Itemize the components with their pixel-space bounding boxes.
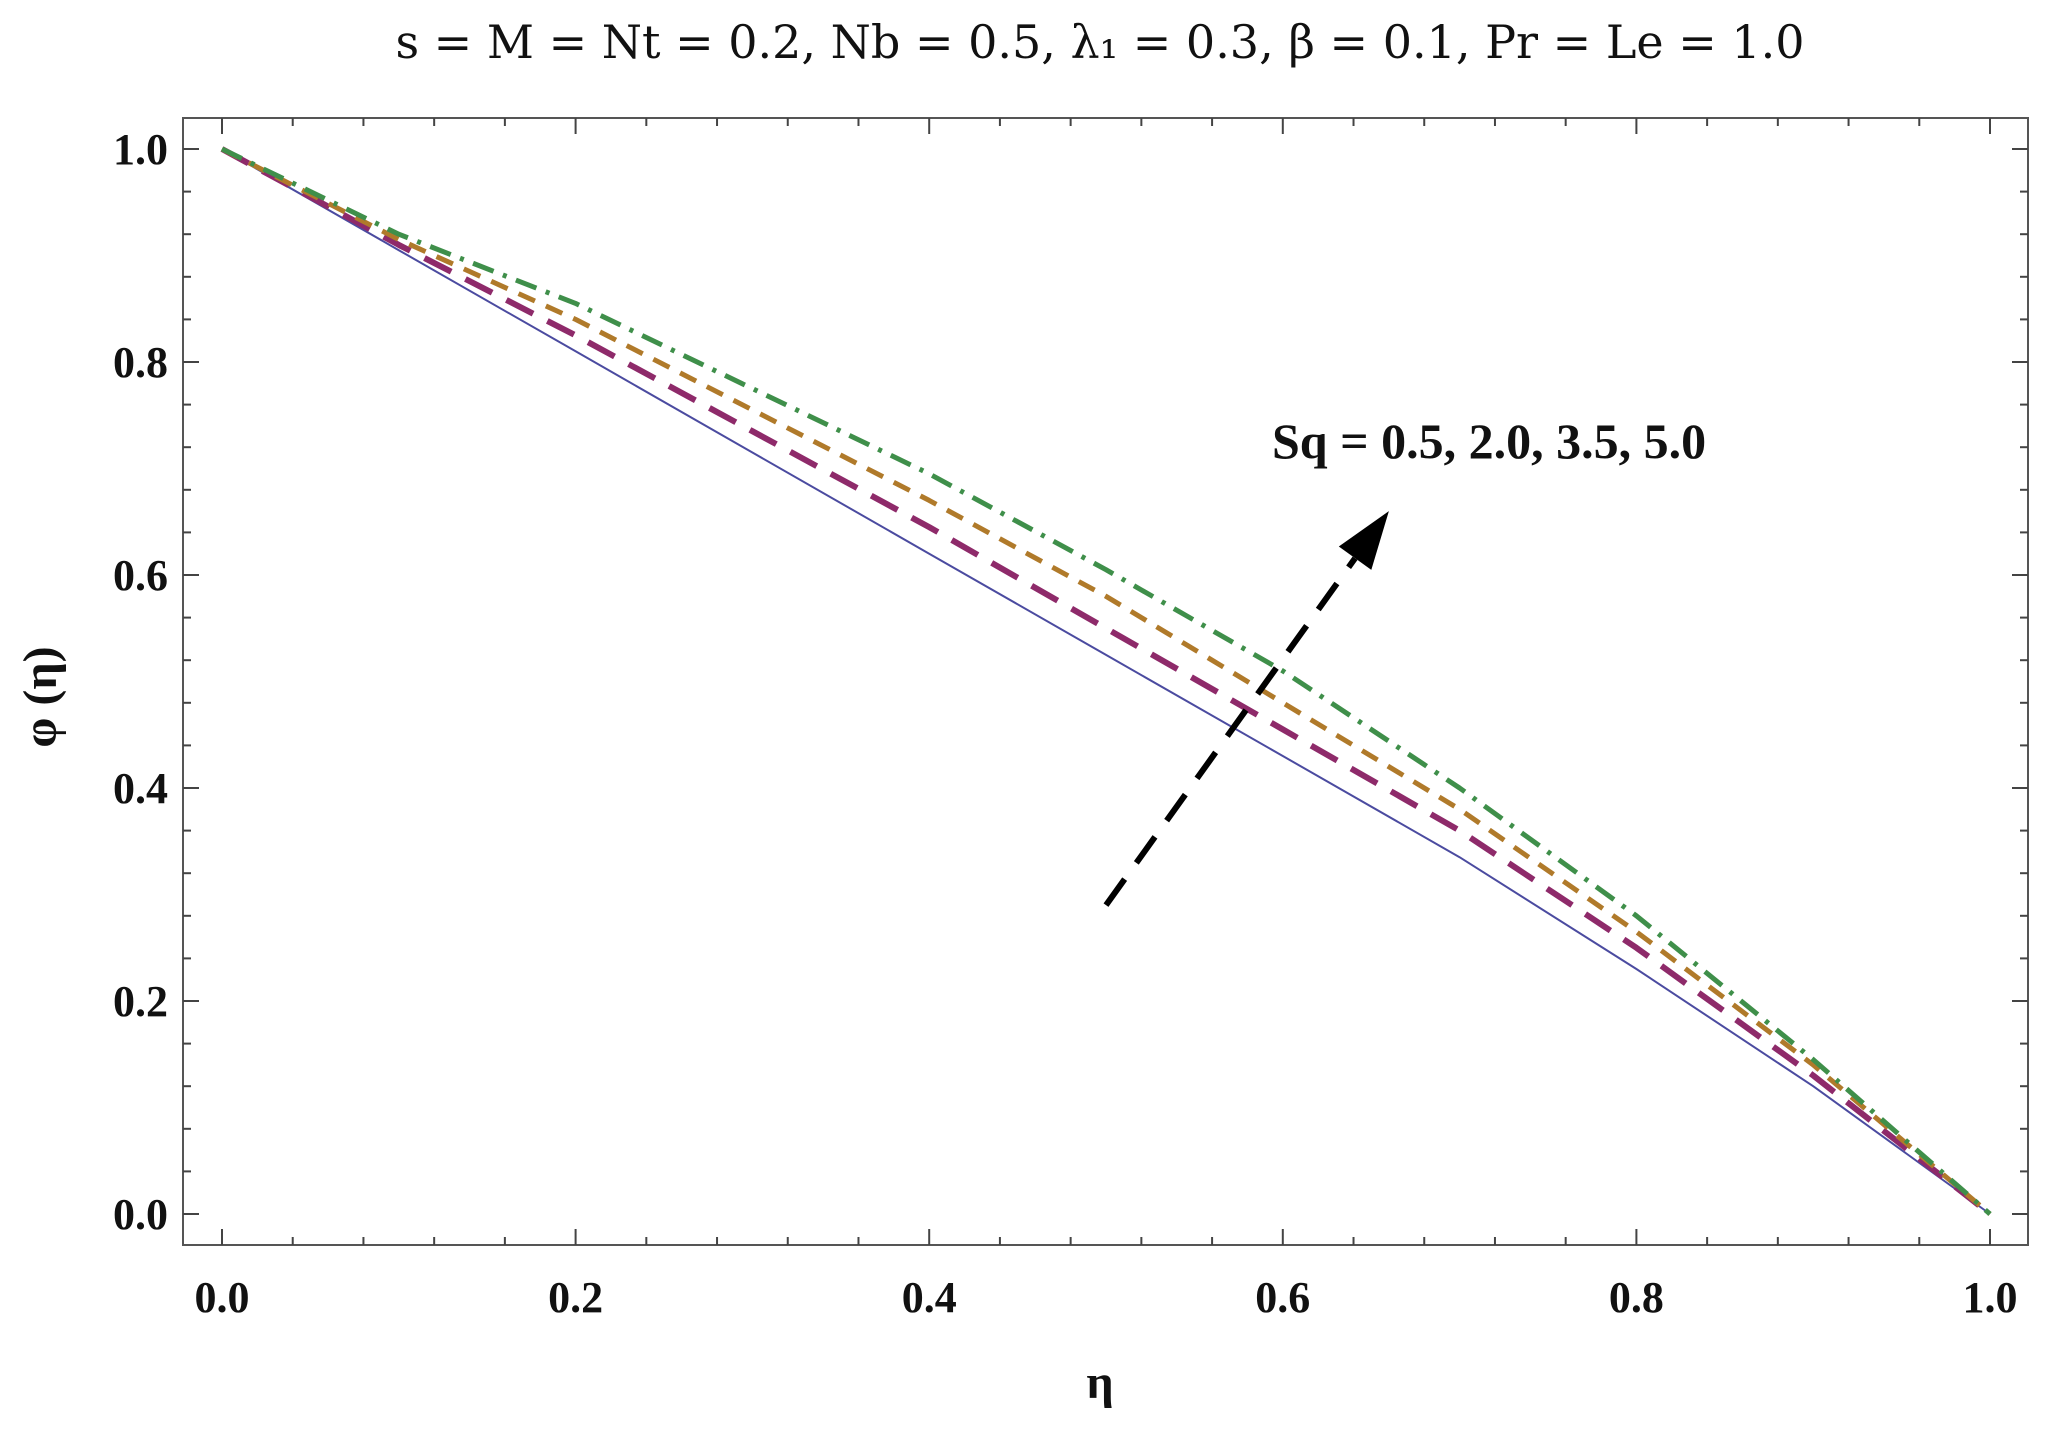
annotation: Sq = 0.5, 2.0, 3.5, 5.0 xyxy=(1103,413,1706,907)
x-tick-label: 0.0 xyxy=(195,1273,250,1322)
y-tick-label: 0.8 xyxy=(113,338,168,387)
x-tick-labels: 0.0 0.2 0.4 0.6 0.8 1.0 xyxy=(195,1273,2018,1322)
y-tick-label: 0.6 xyxy=(113,551,168,600)
x-tick-label: 0.2 xyxy=(548,1273,603,1322)
series-line-1 xyxy=(221,148,1991,1215)
axis-ticks xyxy=(183,118,2028,1245)
x-tick-label: 0.4 xyxy=(902,1273,957,1322)
plot-frame xyxy=(182,117,2029,1246)
annotation-label: Sq = 0.5, 2.0, 3.5, 5.0 xyxy=(1272,413,1706,469)
annotation-arrowhead xyxy=(1338,511,1389,570)
y-tick-labels: 0.0 0.2 0.4 0.6 0.8 1.0 xyxy=(113,125,168,1239)
y-tick-label: 0.0 xyxy=(113,1190,168,1239)
x-tick-label: 1.0 xyxy=(1963,1273,2018,1322)
y-axis-label: φ (η) xyxy=(14,646,67,747)
series-line-2 xyxy=(220,146,1992,1217)
x-tick-label: 0.6 xyxy=(1255,1273,1310,1322)
y-tick-label: 0.2 xyxy=(113,977,168,1026)
series-lines xyxy=(220,146,1992,1217)
annotation-arrow xyxy=(1103,556,1358,907)
x-tick-label: 0.8 xyxy=(1609,1273,1664,1322)
chart-title: s = M = Nt = 0.2, Nb = 0.5, λ₁ = 0.3, β … xyxy=(395,15,1804,69)
x-axis-label: η xyxy=(1086,1356,1113,1409)
y-tick-label: 0.4 xyxy=(113,764,168,813)
series-line-3 xyxy=(220,146,1992,1216)
y-tick-label: 1.0 xyxy=(113,125,168,174)
series-line-4 xyxy=(220,146,1992,1216)
